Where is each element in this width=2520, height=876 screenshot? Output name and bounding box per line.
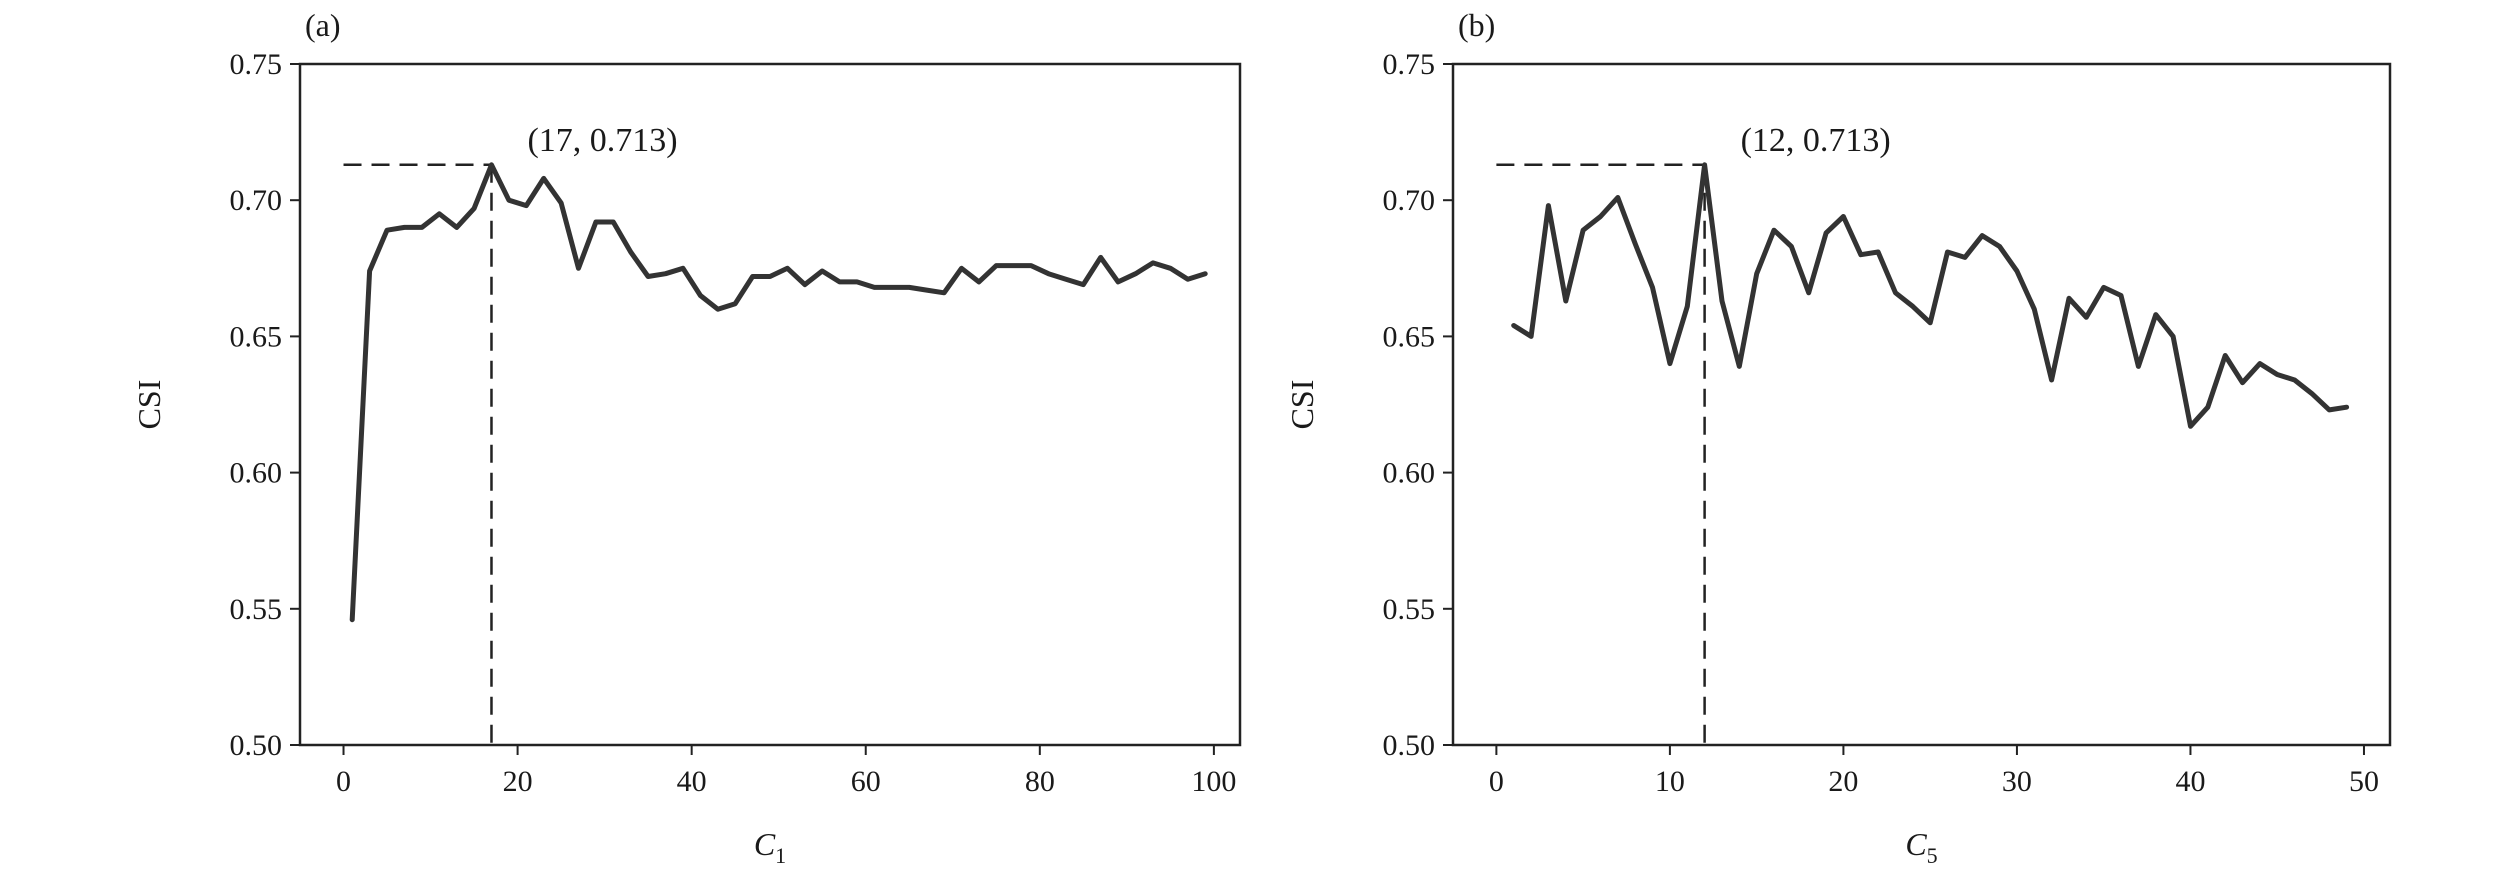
peak-annotation: (17, 0.713) xyxy=(527,122,677,159)
y-axis-title: CSI xyxy=(131,380,167,430)
chart-panel-a: 0.50 0.55 0.60 0.65 0.70 0.75 0 20 40 60 80 100 CSI C… xyxy=(131,7,1242,868)
y-tick-label: 0.60 xyxy=(230,457,283,490)
y-tick-label: 0.55 xyxy=(1383,593,1436,626)
panel-label: (b) xyxy=(1458,7,1495,43)
x-tick-label: 0 xyxy=(1489,765,1504,798)
y-tick-label: 0.75 xyxy=(1383,48,1436,81)
x-axis-title-subscript: 1 xyxy=(775,843,786,868)
x-tick-label: 80 xyxy=(1025,765,1055,798)
x-axis-title-main: C xyxy=(754,826,776,862)
plot-frame xyxy=(1451,62,2392,747)
x-tick-label: 10 xyxy=(1655,765,1685,798)
y-tick-label: 0.70 xyxy=(230,184,283,217)
x-axis-title-subscript: 5 xyxy=(1927,843,1938,868)
x-axis-title: C1 xyxy=(754,826,786,868)
peak-annotation: (12, 0.713) xyxy=(1741,122,1891,159)
y-tick-label: 0.70 xyxy=(1383,184,1436,217)
x-tick-label: 20 xyxy=(1828,765,1858,798)
x-axis-title: C5 xyxy=(1905,826,1937,868)
x-tick-label: 60 xyxy=(851,765,881,798)
series-line xyxy=(349,162,1208,623)
y-tick-label: 0.65 xyxy=(1383,320,1436,353)
x-tick-label: 50 xyxy=(2349,765,2379,798)
series-line xyxy=(1511,162,2350,429)
y-tick-label: 0.50 xyxy=(1383,729,1436,762)
x-tick-label: 0 xyxy=(336,765,351,798)
plot-frame xyxy=(298,62,1242,747)
x-tick-label: 100 xyxy=(1191,765,1236,798)
y-tick-label: 0.50 xyxy=(230,729,283,762)
y-axis-title: CSI xyxy=(1284,380,1320,430)
x-tick-label: 30 xyxy=(2002,765,2032,798)
y-tick-label: 0.60 xyxy=(1383,457,1436,490)
x-axis-title-main: C xyxy=(1905,826,1927,862)
x-tick-label: 40 xyxy=(677,765,707,798)
chart-panel-b: 0.50 0.55 0.60 0.65 0.70 0.75 0 10 20 30 40 50 CSI C5… xyxy=(1284,7,2392,868)
y-tick-label: 0.65 xyxy=(230,320,283,353)
y-tick-label: 0.75 xyxy=(230,48,283,81)
x-tick-label: 20 xyxy=(503,765,533,798)
y-tick-label: 0.55 xyxy=(230,593,283,626)
x-tick-label: 40 xyxy=(2175,765,2205,798)
panel-label: (a) xyxy=(305,7,341,43)
